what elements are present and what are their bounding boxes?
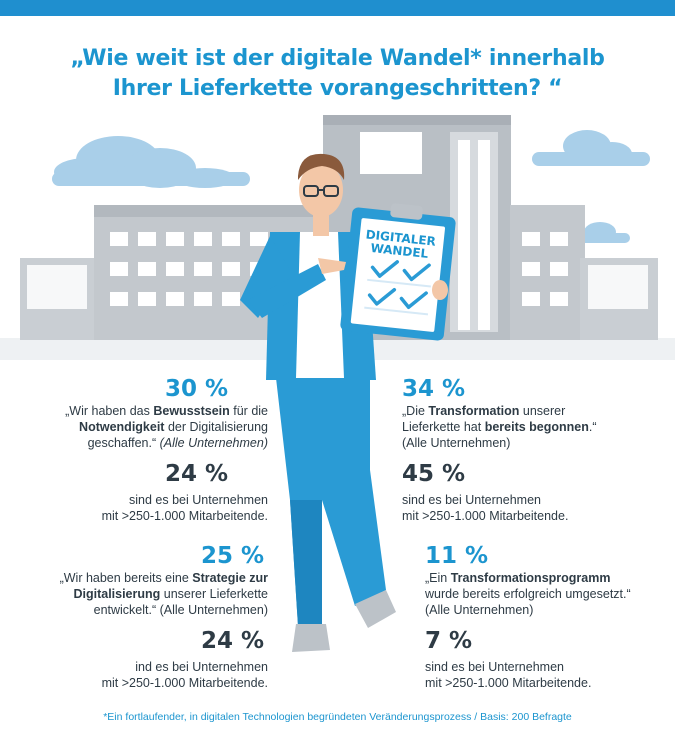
stat-2-quote-text: Lieferkette hat — [402, 420, 485, 434]
person-illustration — [240, 153, 396, 652]
title-line1: „Wie weit ist der digitale Wandel* inner… — [70, 46, 605, 71]
stat-2-sub-line2: mit >250-1.000 Mitarbeitende. — [402, 509, 569, 523]
stat-block-1: 30 % „Wir haben das Bewusstsein für die … — [40, 375, 268, 524]
stat-1-percent-2: 24 % — [164, 461, 228, 487]
stat-3-sub: ind es bei Unternehmen mit >250-1.000 Mi… — [40, 659, 268, 691]
stat-3-quote-bold: Strategie zur — [192, 571, 268, 585]
stat-4-sub: sind es bei Unternehmen mit >250-1.000 M… — [425, 659, 657, 691]
stat-1-quote-note: (Alle Unternehmen) — [159, 436, 268, 450]
stat-2-sub-line1: sind es bei Unternehmen — [402, 493, 541, 507]
stat-3-percent: 25 % — [200, 543, 264, 569]
stat-block-4: 11 % „Ein Transformationsprogramm wurde … — [425, 542, 657, 691]
stat-1-quote-bold: Bewusstsein — [153, 404, 230, 418]
stat-4-percent: 11 % — [425, 543, 489, 569]
stat-block-2: 34 % „Die Transformation unserer Lieferk… — [402, 375, 642, 524]
title-line2: Ihrer Lieferkette vorangeschritten? “ — [112, 76, 563, 101]
stat-3-percent-2: 24 % — [200, 628, 264, 654]
cloud-right-icon — [532, 130, 650, 166]
stat-4-sub-line1: sind es bei Unternehmen — [425, 660, 564, 674]
stat-3-quote-text: unserer Lieferkette — [160, 587, 268, 601]
stat-4-quote: „Ein Transformationsprogramm wurde berei… — [425, 570, 657, 618]
stat-2-quote-note: (Alle Unternehmen) — [402, 436, 511, 450]
clipboard-icon — [340, 203, 456, 341]
stat-2-sub: sind es bei Unternehmen mit >250-1.000 M… — [402, 492, 642, 524]
stat-3-sub-line2: mit >250-1.000 Mitarbeitende. — [101, 676, 268, 690]
stat-2-quote-text: .“ — [588, 420, 597, 434]
stat-1-quote-text: „Wir haben das — [65, 404, 154, 418]
stat-4-quote-note: (Alle Unternehmen) — [425, 603, 534, 617]
stat-1-quote-text: für die — [229, 404, 268, 418]
cloud-left-icon — [52, 136, 250, 188]
stat-2-quote-text: unserer — [519, 404, 566, 418]
stat-3-quote: „Wir haben bereits eine Strategie zur Di… — [40, 570, 268, 618]
stat-2-quote: „Die Transformation unserer Lieferkette … — [402, 403, 642, 451]
stat-4-sub-line2: mit >250-1.000 Mitarbeitende. — [425, 676, 592, 690]
stat-1-sub: sind es bei Unternehmen mit >250-1.000 M… — [40, 492, 268, 524]
stat-1-percent: 30 % — [164, 376, 228, 402]
stat-4-percent-2: 7 % — [425, 628, 473, 654]
stat-1-sub-line1: sind es bei Unternehmen — [129, 493, 268, 507]
stat-3-quote-bold: Digitalisierung — [73, 587, 161, 601]
stat-1-quote-text: geschaffen.“ — [87, 436, 160, 450]
footnote: *Ein fortlaufender, in digitalen Technol… — [103, 711, 572, 723]
stat-3-quote-text: entwickelt.“ (Alle Unternehmen) — [93, 603, 268, 617]
stat-4-quote-text: wurde bereits erfolgreich umgesetzt.“ — [425, 587, 631, 601]
stat-2-quote-bold: Transformation — [428, 404, 520, 418]
top-bar — [0, 0, 675, 16]
stat-2-percent: 34 % — [402, 376, 466, 402]
stat-3-quote-text: „Wir haben bereits eine — [59, 571, 193, 585]
stat-block-3: 25 % „Wir haben bereits eine Strategie z… — [40, 542, 268, 691]
cloud-small-icon — [580, 222, 630, 243]
stat-1-quote-bold: Notwendigkeit — [79, 420, 165, 434]
stat-2-quote-text: „Die — [402, 404, 429, 418]
stat-4-quote-text: „Ein — [425, 571, 451, 585]
stat-1-quote: „Wir haben das Bewusstsein für die Notwe… — [40, 403, 268, 451]
stat-1-sub-line2: mit >250-1.000 Mitarbeitende. — [101, 509, 268, 523]
stat-2-percent-2: 45 % — [402, 461, 466, 487]
title-block: „Wie weit ist der digitale Wandel* inner… — [0, 44, 675, 104]
stat-3-sub-line1: ind es bei Unternehmen — [135, 660, 268, 674]
stat-2-quote-bold: bereits begonnen — [484, 420, 589, 434]
stat-1-quote-text: der Digitalisierung — [164, 420, 268, 434]
stat-4-quote-bold: Transformationsprogramm — [450, 571, 611, 585]
